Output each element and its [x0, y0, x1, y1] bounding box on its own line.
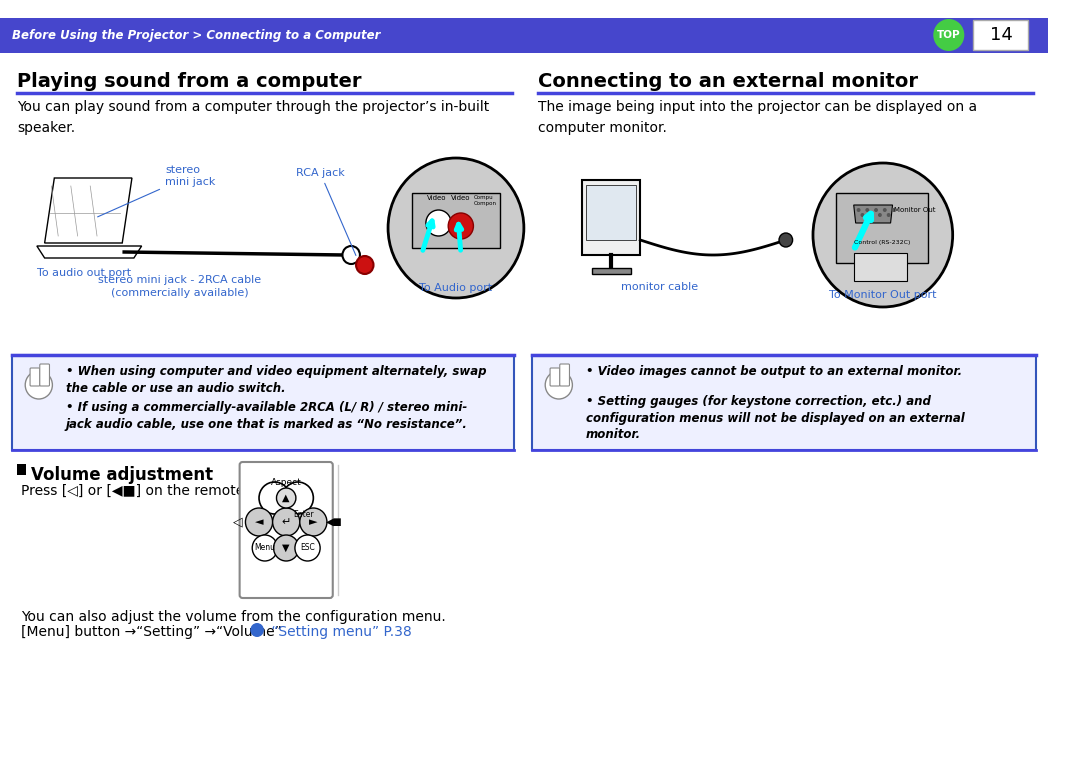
Text: Menu: Menu	[255, 543, 275, 552]
Text: [Menu] button →“Setting” →“Volume”: [Menu] button →“Setting” →“Volume”	[22, 625, 282, 639]
Circle shape	[869, 213, 873, 217]
Text: Aspect: Aspect	[271, 478, 301, 487]
Circle shape	[342, 246, 360, 264]
Circle shape	[813, 163, 953, 307]
Text: ↵: ↵	[282, 517, 291, 527]
Text: To Audio port: To Audio port	[419, 283, 492, 293]
FancyBboxPatch shape	[40, 364, 50, 386]
Circle shape	[253, 535, 278, 561]
Text: Before Using the Projector > Connecting to a Computer: Before Using the Projector > Connecting …	[12, 28, 380, 41]
FancyBboxPatch shape	[0, 18, 1048, 53]
FancyBboxPatch shape	[586, 185, 636, 240]
Text: TOP: TOP	[937, 30, 960, 40]
Circle shape	[25, 371, 53, 399]
Text: Volume adjustment: Volume adjustment	[31, 466, 213, 484]
Text: You can also adjust the volume from the configuration menu.: You can also adjust the volume from the …	[22, 610, 446, 624]
Text: ▼: ▼	[283, 543, 289, 553]
Text: monitor cable: monitor cable	[621, 282, 699, 292]
Text: RCA jack: RCA jack	[296, 168, 356, 256]
Text: stereo mini jack - 2RCA cable
(commercially available): stereo mini jack - 2RCA cable (commercia…	[98, 275, 261, 298]
Circle shape	[273, 535, 299, 561]
Text: Connecting to an external monitor: Connecting to an external monitor	[539, 72, 918, 91]
Text: Monitor Out: Monitor Out	[894, 207, 936, 213]
FancyBboxPatch shape	[531, 355, 1036, 450]
Text: The image being input into the projector can be displayed on a
computer monitor.: The image being input into the projector…	[539, 100, 977, 134]
Circle shape	[295, 535, 320, 561]
Circle shape	[272, 508, 300, 536]
Circle shape	[300, 508, 327, 536]
Text: Press [◁] or [◀■] on the remote control.: Press [◁] or [◀■] on the remote control.	[22, 484, 301, 498]
Circle shape	[882, 208, 887, 212]
Text: • When using computer and video equipment alternately, swap
the cable or use an : • When using computer and video equipmen…	[66, 365, 486, 394]
Circle shape	[259, 482, 291, 514]
FancyBboxPatch shape	[592, 268, 631, 274]
FancyBboxPatch shape	[550, 368, 559, 386]
Circle shape	[426, 210, 451, 236]
FancyBboxPatch shape	[17, 464, 26, 475]
Circle shape	[276, 488, 296, 508]
Circle shape	[878, 213, 882, 217]
Circle shape	[892, 208, 895, 212]
Text: Video: Video	[427, 195, 446, 201]
Polygon shape	[853, 205, 892, 223]
Circle shape	[245, 508, 272, 536]
Text: ESC: ESC	[300, 543, 315, 552]
Text: ►: ►	[309, 517, 318, 527]
Text: You can play sound from a computer through the projector’s in-built
speaker.: You can play sound from a computer throu…	[17, 100, 489, 134]
Text: To Monitor Out port: To Monitor Out port	[829, 290, 936, 300]
Circle shape	[545, 371, 572, 399]
Polygon shape	[44, 178, 132, 243]
Text: Control (RS-232C): Control (RS-232C)	[853, 240, 910, 245]
Circle shape	[856, 208, 861, 212]
Text: • Video images cannot be output to an external monitor.: • Video images cannot be output to an ex…	[586, 365, 962, 378]
Text: “Setting menu” P.38: “Setting menu” P.38	[267, 625, 411, 639]
Circle shape	[356, 256, 374, 274]
Text: Compu
Compon: Compu Compon	[473, 195, 497, 206]
Circle shape	[282, 482, 313, 514]
Text: To audio out port: To audio out port	[37, 268, 131, 278]
Text: Playing sound from a computer: Playing sound from a computer	[17, 72, 362, 91]
Circle shape	[448, 213, 473, 239]
Text: • Setting gauges (for keystone correction, etc.) and
configuration menus will no: • Setting gauges (for keystone correctio…	[586, 395, 964, 441]
FancyBboxPatch shape	[973, 20, 1028, 50]
Text: ◀■: ◀■	[326, 517, 343, 527]
Text: • If using a commercially-available 2RCA (L/ R) / stereo mini-
jack audio cable,: • If using a commercially-available 2RCA…	[66, 401, 468, 430]
Text: Enter: Enter	[294, 510, 314, 519]
Circle shape	[251, 623, 264, 637]
FancyBboxPatch shape	[12, 355, 514, 450]
Text: ◁: ◁	[233, 516, 243, 529]
FancyBboxPatch shape	[836, 193, 929, 263]
Polygon shape	[37, 246, 141, 258]
FancyBboxPatch shape	[853, 253, 907, 281]
Text: ▲: ▲	[283, 493, 289, 503]
Circle shape	[933, 19, 964, 51]
Circle shape	[779, 233, 793, 247]
Circle shape	[865, 208, 869, 212]
Circle shape	[887, 213, 891, 217]
Text: stereo
mini jack: stereo mini jack	[97, 165, 215, 217]
Text: ◄: ◄	[255, 517, 264, 527]
Text: Video: Video	[451, 195, 471, 201]
FancyBboxPatch shape	[413, 193, 500, 248]
FancyBboxPatch shape	[240, 462, 333, 598]
FancyBboxPatch shape	[582, 180, 640, 255]
FancyBboxPatch shape	[30, 368, 40, 386]
Circle shape	[861, 213, 864, 217]
Text: 14: 14	[989, 26, 1013, 44]
FancyBboxPatch shape	[559, 364, 569, 386]
Circle shape	[388, 158, 524, 298]
Circle shape	[874, 208, 878, 212]
